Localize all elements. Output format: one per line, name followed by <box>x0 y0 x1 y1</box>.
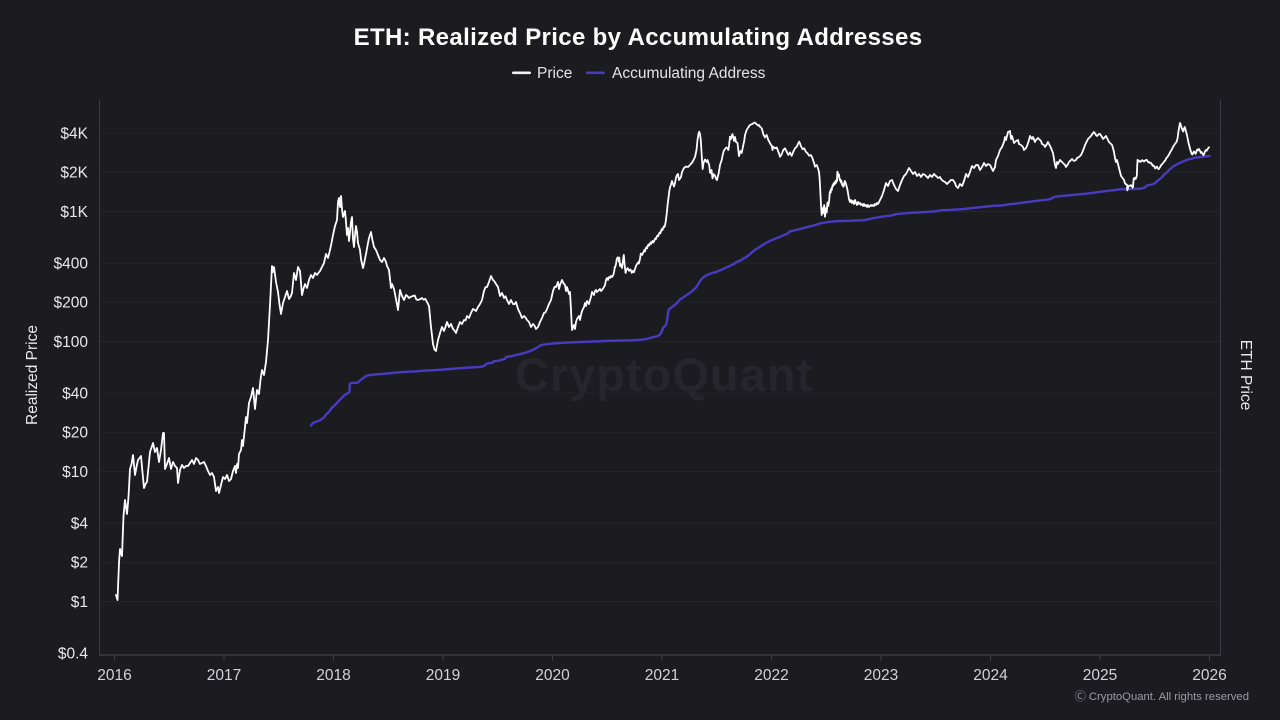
svg-text:2019: 2019 <box>426 667 460 684</box>
svg-text:2017: 2017 <box>207 667 241 684</box>
svg-text:$1K: $1K <box>60 204 88 221</box>
svg-text:Accumulating Address: Accumulating Address <box>612 65 766 82</box>
svg-text:$40: $40 <box>62 386 88 403</box>
svg-text:ETH: Realized Price by Accumul: ETH: Realized Price by Accumulating Addr… <box>354 24 923 51</box>
svg-text:2020: 2020 <box>535 667 570 684</box>
svg-text:2023: 2023 <box>864 667 898 684</box>
svg-text:2018: 2018 <box>316 667 350 684</box>
svg-text:$0.4: $0.4 <box>58 646 89 663</box>
svg-text:2021: 2021 <box>645 667 679 684</box>
svg-text:$100: $100 <box>54 334 89 351</box>
svg-text:2024: 2024 <box>973 667 1008 684</box>
svg-text:$20: $20 <box>62 425 88 442</box>
svg-text:Realized Price: Realized Price <box>24 325 41 425</box>
svg-text:ETH Price: ETH Price <box>1237 340 1254 411</box>
svg-text:$200: $200 <box>54 295 89 312</box>
svg-text:2016: 2016 <box>97 667 131 684</box>
svg-text:$10: $10 <box>62 464 88 481</box>
svg-text:$2: $2 <box>71 555 88 572</box>
svg-text:$1: $1 <box>71 594 88 611</box>
svg-text:$400: $400 <box>54 256 89 273</box>
svg-text:Ⓒ CryptoQuant. All rights rese: Ⓒ CryptoQuant. All rights reserved <box>1074 690 1249 703</box>
svg-text:$4K: $4K <box>60 126 88 143</box>
svg-text:2025: 2025 <box>1083 667 1117 684</box>
svg-text:$4: $4 <box>71 516 89 533</box>
svg-text:Price: Price <box>537 65 572 82</box>
svg-text:$2K: $2K <box>60 165 88 182</box>
svg-text:2026: 2026 <box>1192 667 1226 684</box>
svg-text:2022: 2022 <box>754 667 788 684</box>
svg-text:CryptoQuant: CryptoQuant <box>515 348 813 401</box>
